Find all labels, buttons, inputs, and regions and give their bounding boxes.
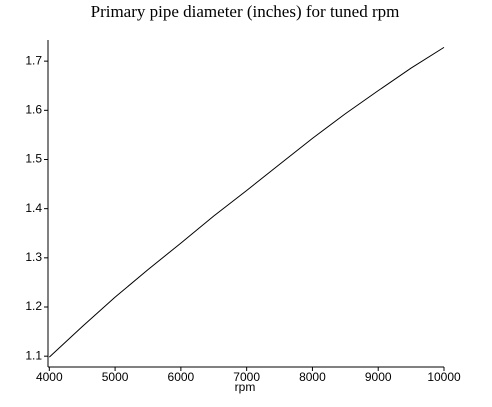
y-tick-label: 1.5 [25,152,42,166]
y-tick-label: 1.7 [25,53,42,67]
x-tick-label: 6000 [168,370,195,384]
y-tick-label: 1.4 [25,201,42,215]
y-tick-label: 1.2 [25,299,42,313]
x-tick-label: 5000 [102,370,129,384]
x-tick-label: 4000 [36,370,63,384]
y-tick-label: 1.3 [25,250,42,264]
x-axis-label: rpm [235,380,256,394]
x-tick-label: 9000 [365,370,392,384]
chart-title: Primary pipe diameter (inches) for tuned… [91,2,400,21]
line [48,46,445,358]
y-tick-label: 1.6 [25,102,42,116]
y-tick-label: 1.1 [25,348,42,362]
x-tick-label: 8000 [299,370,326,384]
x-tick-label: 7000 [233,370,260,384]
x-tick-label: 10000 [427,370,461,384]
